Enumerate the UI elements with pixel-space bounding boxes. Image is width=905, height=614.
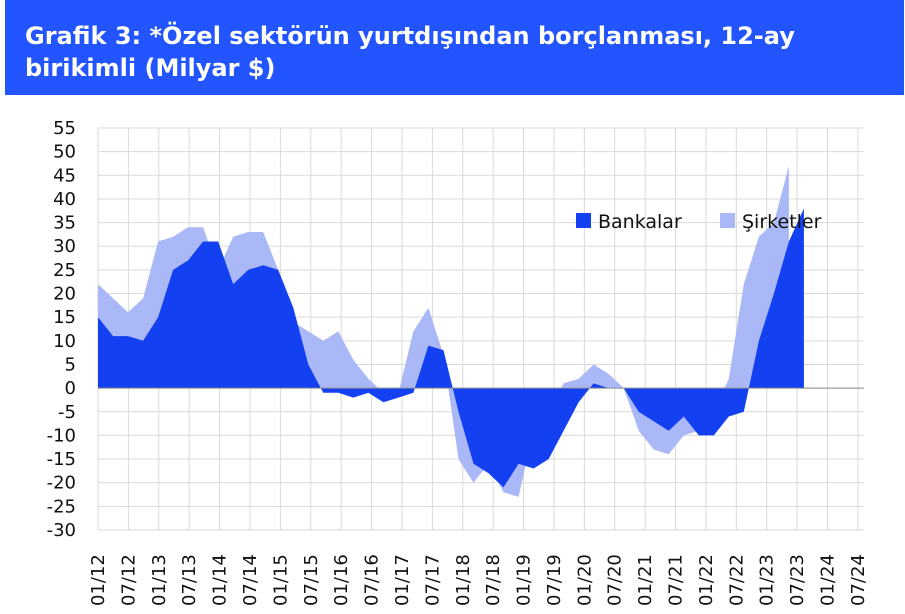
x-tick-label: 07/24 [848,554,869,606]
y-tick-label: 55 [53,118,76,139]
x-tick-label: 07/16 [362,554,383,606]
x-tick-label: 01/20 [574,554,595,606]
legend-swatch-sirketler [720,213,735,228]
series-areas [98,165,804,497]
x-tick-label: 01/14 [210,554,231,606]
legend: Bankalar Şirketler [576,211,822,233]
y-tick-label: -25 [47,496,76,517]
x-tick-label: 07/20 [605,554,626,606]
x-tick-label: 07/13 [179,554,200,606]
x-tick-label: 01/15 [270,554,291,606]
y-tick-label: 45 [53,165,76,186]
y-tick-label: 15 [53,307,76,328]
y-tick-label: 5 [65,354,76,375]
legend-label-bankalar: Bankalar [598,211,682,233]
y-tick-label: 25 [53,260,76,281]
x-tick-label: 01/17 [392,554,413,606]
y-tick-label: 30 [53,236,76,257]
legend-swatch-bankalar [576,213,591,228]
x-tick-label: 07/12 [118,554,139,606]
x-tick-label: 07/18 [483,554,504,606]
series-area-bankalar [98,208,804,488]
x-tick-label: 07/17 [422,554,443,606]
y-tick-label: 50 [53,142,76,163]
x-tick-label: 01/21 [635,554,656,606]
y-tick-label: 40 [53,189,76,210]
x-tick-label: 07/23 [787,554,808,606]
y-tick-label: -15 [47,449,76,470]
x-tick-label: 01/23 [757,554,778,606]
x-tick-label: 07/22 [726,554,747,606]
x-axis-ticks: 01/12 07/12 01/13 07/13 01/14 07/14 01/15 07/15… [88,554,869,606]
y-tick-label: -5 [58,402,76,423]
chart-title-banner: Grafik 3: *Özel sektörün yurtdışından bo… [5,0,904,95]
y-tick-label: -30 [47,520,76,541]
y-tick-label: -20 [47,473,76,494]
legend-label-sirketler: Şirketler [742,211,822,233]
x-tick-label: 07/14 [240,554,261,606]
y-tick-label: 20 [53,284,76,305]
x-tick-label: 01/13 [149,554,170,606]
x-tick-label: 07/21 [666,554,687,606]
y-tick-label: -10 [47,425,76,446]
x-tick-label: 01/16 [331,554,352,606]
chart-title: Grafik 3: *Özel sektörün yurtdışından bo… [25,22,795,82]
x-tick-label: 01/12 [88,554,109,606]
x-tick-label: 01/24 [818,554,839,606]
y-tick-label: 10 [53,331,76,352]
x-tick-label: 07/15 [301,554,322,606]
x-tick-label: 01/22 [696,554,717,606]
x-tick-label: 01/19 [514,554,535,606]
y-tick-label: 35 [53,213,76,234]
x-tick-label: 01/18 [453,554,474,606]
y-tick-label: 0 [65,378,76,399]
x-tick-label: 07/19 [544,554,565,606]
